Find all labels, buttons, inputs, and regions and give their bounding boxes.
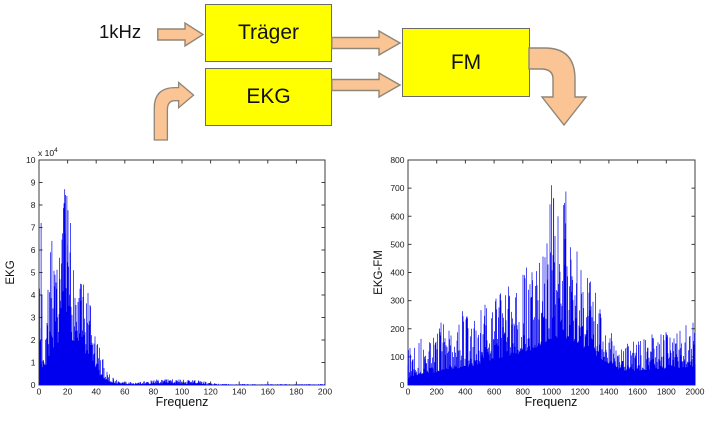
y-tick-label: 300 — [390, 296, 404, 306]
y-tick-label: 6 — [31, 245, 36, 255]
ekg-fm-spectrum-chart: EKG-FM Frequenz 0 200 400 600 800 1000 1200 140… — [373, 155, 705, 409]
traeger-box-label: Träger — [237, 21, 300, 44]
fm-box: FM — [402, 28, 530, 97]
arrow-input-to-traeger — [157, 21, 205, 48]
spectrum-trace — [407, 185, 696, 385]
arrow-ekg-to-fm — [331, 71, 402, 99]
y-tick-label: 5 — [31, 268, 36, 278]
curved-down-arrow-icon — [528, 47, 588, 127]
x-tick-label: 1600 — [628, 387, 647, 397]
y-tick-label: 200 — [390, 324, 404, 334]
x-tick-label: 1000 — [542, 387, 561, 397]
y-tick-label: 500 — [390, 239, 404, 249]
x-tick-label: 120 — [204, 387, 218, 397]
tick-labels: 0 20 40 60 80 100 120 140 160 180 200 0 1 2 3 4 5 6 7 8 9 10 — [26, 155, 332, 397]
x-tick-label: 80 — [149, 387, 159, 397]
y-axis-label: EKG-FM — [373, 250, 385, 295]
y-tick-label: 10 — [26, 155, 36, 165]
block-arrow-right-icon — [331, 71, 402, 99]
x-axis-label: Frequenz — [525, 395, 578, 409]
y-axis-label: EKG — [5, 260, 17, 284]
x-tick-label: 160 — [261, 387, 275, 397]
x-tick-label: 1200 — [571, 387, 590, 397]
x-tick-label: 140 — [232, 387, 246, 397]
y-axis-multiplier-label: x 104 — [38, 147, 58, 158]
x-tick-label: 0 — [406, 387, 411, 397]
fm-box-label: FM — [450, 50, 482, 74]
x-tick-label: 1400 — [599, 387, 618, 397]
x-tick-label: 20 — [63, 387, 73, 397]
ekg-box: EKG — [205, 68, 332, 126]
input-frequency-label: 1kHz — [99, 21, 142, 42]
x-tick-label: 800 — [516, 387, 530, 397]
x-tick-label: 200 — [430, 387, 444, 397]
y-tick-label: 600 — [390, 211, 404, 221]
x-tick-label: 40 — [91, 387, 101, 397]
tick-labels: 0 200 400 600 800 1000 1200 1400 1600 1800 2000 0 10… — [390, 155, 704, 397]
spectrum-trace — [38, 189, 326, 385]
y-tick-label: 400 — [390, 268, 404, 278]
y-tick-label: 100 — [390, 352, 404, 362]
block-arrow-right-icon — [331, 29, 402, 57]
y-tick-label: 7 — [31, 223, 36, 233]
arrow-fm-output — [528, 47, 588, 127]
y-tick-label: 0 — [400, 380, 405, 390]
bent-up-arrow-icon — [153, 81, 195, 141]
y-tick-label: 0 — [31, 380, 36, 390]
x-tick-label: 200 — [318, 387, 332, 397]
y-tick-label: 8 — [31, 200, 36, 210]
y-tick-label: 700 — [390, 183, 404, 193]
y-tick-label: 2 — [31, 335, 36, 345]
x-tick-label: 400 — [458, 387, 472, 397]
traeger-box: Träger — [205, 4, 332, 62]
x-tick-label: 60 — [120, 387, 130, 397]
arrow-feed-into-ekg — [153, 81, 195, 141]
arrow-traeger-to-fm — [331, 29, 402, 57]
block-arrow-right-icon — [157, 21, 205, 48]
y-tick-label: 1 — [31, 358, 36, 368]
y-tick-label: 4 — [31, 290, 36, 300]
x-tick-label: 2000 — [686, 387, 705, 397]
x-tick-label: 100 — [175, 387, 189, 397]
ekg-spectrum-chart: EKG Frequenz x 104 0 20 40 60 80 100 120 140 160… — [5, 147, 332, 409]
x-axis-label: Frequenz — [156, 395, 209, 409]
x-tick-label: 600 — [487, 387, 501, 397]
y-tick-label: 800 — [390, 155, 404, 165]
ekg-box-label: EKG — [246, 85, 291, 108]
y-tick-label: 3 — [31, 313, 36, 323]
x-tick-label: 180 — [289, 387, 303, 397]
x-tick-label: 1800 — [657, 387, 676, 397]
y-tick-label: 9 — [31, 178, 36, 188]
x-tick-label: 0 — [37, 387, 42, 397]
